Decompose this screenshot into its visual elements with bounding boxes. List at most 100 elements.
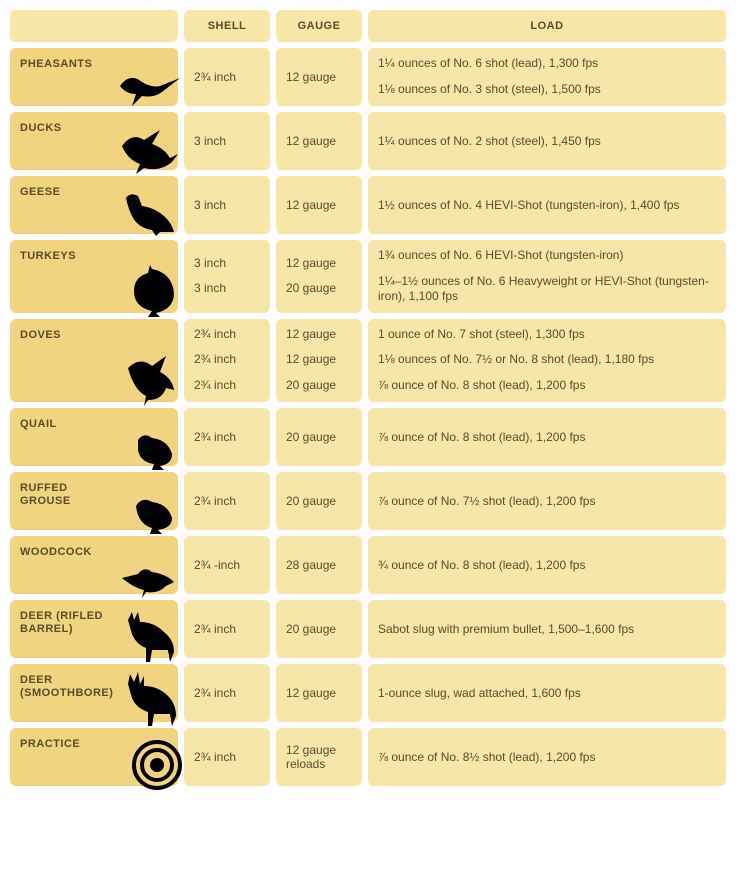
shell-cell: 2¾ inch — [184, 472, 270, 530]
load-cell: Sabot slug with premium bullet, 1,500–1,… — [368, 600, 726, 658]
gauge-cell-value: 12 gauge — [286, 70, 336, 84]
shell-cell-value: 3 inch — [194, 281, 226, 297]
row-label: DEER (SMOOTHBORE) — [10, 664, 178, 722]
dove-icon — [120, 354, 182, 406]
header-shell: SHELL — [184, 10, 270, 42]
ammo-table: SHELL GAUGE LOAD PHEASANTS 2¾ inch 12 gaug… — [10, 10, 726, 786]
gauge-cell-value: 12 gauge — [286, 256, 336, 272]
load-cell-value: Sabot slug with premium bullet, 1,500–1,… — [378, 622, 634, 636]
row-label-text: DEER (SMOOTHBORE) — [20, 674, 110, 700]
gauge-cell-value: 20 gauge — [286, 430, 336, 444]
row-label-text: PRACTICE — [20, 738, 80, 751]
load-cell-value: 1¼ ounces of No. 6 shot (lead), 1,300 fp… — [378, 56, 598, 72]
gauge-cell: 12 gauge — [276, 112, 362, 170]
shell-cell-value: 2¾ inch — [194, 327, 236, 343]
table-row: PHEASANTS 2¾ inch 12 gauge 1¼ ounces of No.… — [10, 48, 726, 106]
shell-cell: 3 inch — [184, 176, 270, 234]
deer-icon — [118, 610, 182, 662]
table-row: QUAIL 2¾ inch 20 gauge ⅞ ounce of No. 8 sho… — [10, 408, 726, 466]
load-cell: 1-ounce slug, wad attached, 1,600 fps — [368, 664, 726, 722]
shell-cell-value: 2¾ inch — [194, 352, 236, 368]
load-cell-value: ⅞ ounce of No. 8½ shot (lead), 1,200 fps — [378, 750, 595, 764]
load-cell: 1¼ ounces of No. 6 shot (lead), 1,300 fp… — [368, 48, 726, 106]
gauge-cell: 20 gauge — [276, 472, 362, 530]
load-cell-value: 1-ounce slug, wad attached, 1,600 fps — [378, 686, 581, 700]
header-load: LOAD — [368, 10, 726, 42]
shell-cell: 2¾ inch — [184, 600, 270, 658]
shell-cell-value: 2¾ inch — [194, 750, 236, 764]
load-cell-value: ⅞ ounce of No. 7½ shot (lead), 1,200 fps — [378, 494, 595, 508]
shell-cell-value: 3 inch — [194, 198, 226, 212]
row-label-text: TURKEYS — [20, 250, 76, 263]
load-cell-value: 1⅛ ounces of No. 7½ or No. 8 shot (lead)… — [378, 352, 654, 368]
row-label-text: GEESE — [20, 186, 60, 199]
gauge-cell: 12 gauge12 gauge20 gauge — [276, 319, 362, 402]
pheasant-icon — [112, 66, 182, 110]
gauge-cell-value: 12 gauge — [286, 327, 336, 343]
header-row: SHELL GAUGE LOAD — [10, 10, 726, 42]
shell-cell: 2¾ inch — [184, 48, 270, 106]
shell-cell-value: 2¾ inch — [194, 430, 236, 444]
gauge-cell-value: 28 gauge — [286, 558, 336, 572]
gauge-cell-value: 20 gauge — [286, 494, 336, 508]
header-blank — [10, 10, 178, 42]
gauge-cell-value: 12 gauge — [286, 198, 336, 212]
gauge-cell: 12 gauge — [276, 176, 362, 234]
gauge-cell: 20 gauge — [276, 600, 362, 658]
shell-cell-value: 2¾ -inch — [194, 558, 240, 572]
grouse-icon — [124, 490, 182, 534]
gauge-cell-value: 20 gauge — [286, 281, 336, 297]
shell-cell-value: 2¾ inch — [194, 622, 236, 636]
row-label: PRACTICE — [10, 728, 178, 786]
row-label: DOVES — [10, 319, 178, 402]
load-cell-value: 1 ounce of No. 7 shot (steel), 1,300 fps — [378, 327, 585, 343]
row-label-text: QUAIL — [20, 418, 57, 431]
load-cell: ¾ ounce of No. 8 shot (lead), 1,200 fps — [368, 536, 726, 594]
shell-cell: 2¾ inch — [184, 408, 270, 466]
load-cell-value: ¾ ounce of No. 8 shot (lead), 1,200 fps — [378, 558, 585, 572]
deer2-icon — [118, 672, 182, 726]
woodcock-icon — [118, 558, 182, 598]
row-label: RUFFED GROUSE — [10, 472, 178, 530]
load-cell-value: 1⅛ ounces of No. 3 shot (steel), 1,500 f… — [378, 82, 601, 98]
shell-cell: 3 inch3 inch — [184, 240, 270, 313]
quail-icon — [124, 428, 182, 470]
shell-cell-value: 2¾ inch — [194, 378, 236, 394]
table-row: GEESE 3 inch 12 gauge 1½ ounces of No. 4 HE… — [10, 176, 726, 234]
gauge-cell: 20 gauge — [276, 408, 362, 466]
target-icon — [132, 740, 182, 790]
gauge-cell: 12 gauge reloads — [276, 728, 362, 786]
gauge-cell-value: 12 gauge — [286, 352, 336, 368]
gauge-cell: 12 gauge — [276, 48, 362, 106]
gauge-cell-value: 12 gauge — [286, 134, 336, 148]
shell-cell-value: 2¾ inch — [194, 494, 236, 508]
row-label: QUAIL — [10, 408, 178, 466]
load-cell: ⅞ ounce of No. 7½ shot (lead), 1,200 fps — [368, 472, 726, 530]
gauge-cell: 28 gauge — [276, 536, 362, 594]
shell-cell: 3 inch — [184, 112, 270, 170]
gauge-cell-value: 20 gauge — [286, 622, 336, 636]
gauge-cell-value: 12 gauge reloads — [286, 743, 352, 771]
load-cell: 1½ ounces of No. 4 HEVI-Shot (tungsten-i… — [368, 176, 726, 234]
row-label: DUCKS — [10, 112, 178, 170]
table-row: DOVES 2¾ inch 2¾ inch 2¾ inch 12 gauge 12 gau… — [10, 319, 726, 402]
shell-cell-value: 3 inch — [194, 134, 226, 148]
row-label-text: DEER (RIFLED BARREL) — [20, 610, 110, 636]
shell-cell-value: 2¾ inch — [194, 686, 236, 700]
load-cell-value: 1½ ounces of No. 4 HEVI-Shot (tungsten-i… — [378, 198, 680, 212]
duck-icon — [116, 128, 182, 174]
row-label-text: PHEASANTS — [20, 58, 92, 71]
row-label-text: WOODCOCK — [20, 546, 92, 559]
row-label: WOODCOCK — [10, 536, 178, 594]
load-cell-value: 1¼ ounces of No. 2 shot (steel), 1,450 f… — [378, 134, 601, 148]
table-row: PRACTICE 2¾ inch 12 gauge reloads ⅞ ounce o… — [10, 728, 726, 786]
row-label: PHEASANTS — [10, 48, 178, 106]
shell-cell-value: 2¾ inch — [194, 70, 236, 84]
table-row: DEER (SMOOTHBORE) 2¾ inch 12 gauge 1-ounce … — [10, 664, 726, 722]
gauge-cell: 12 gauge 20 gauge — [276, 240, 362, 313]
load-cell: ⅞ ounce of No. 8 shot (lead), 1,200 fps — [368, 408, 726, 466]
row-label: GEESE — [10, 176, 178, 234]
gauge-cell-value: 12 gauge — [286, 686, 336, 700]
row-label-text: DUCKS — [20, 122, 62, 135]
load-cell: ⅞ ounce of No. 8½ shot (lead), 1,200 fps — [368, 728, 726, 786]
